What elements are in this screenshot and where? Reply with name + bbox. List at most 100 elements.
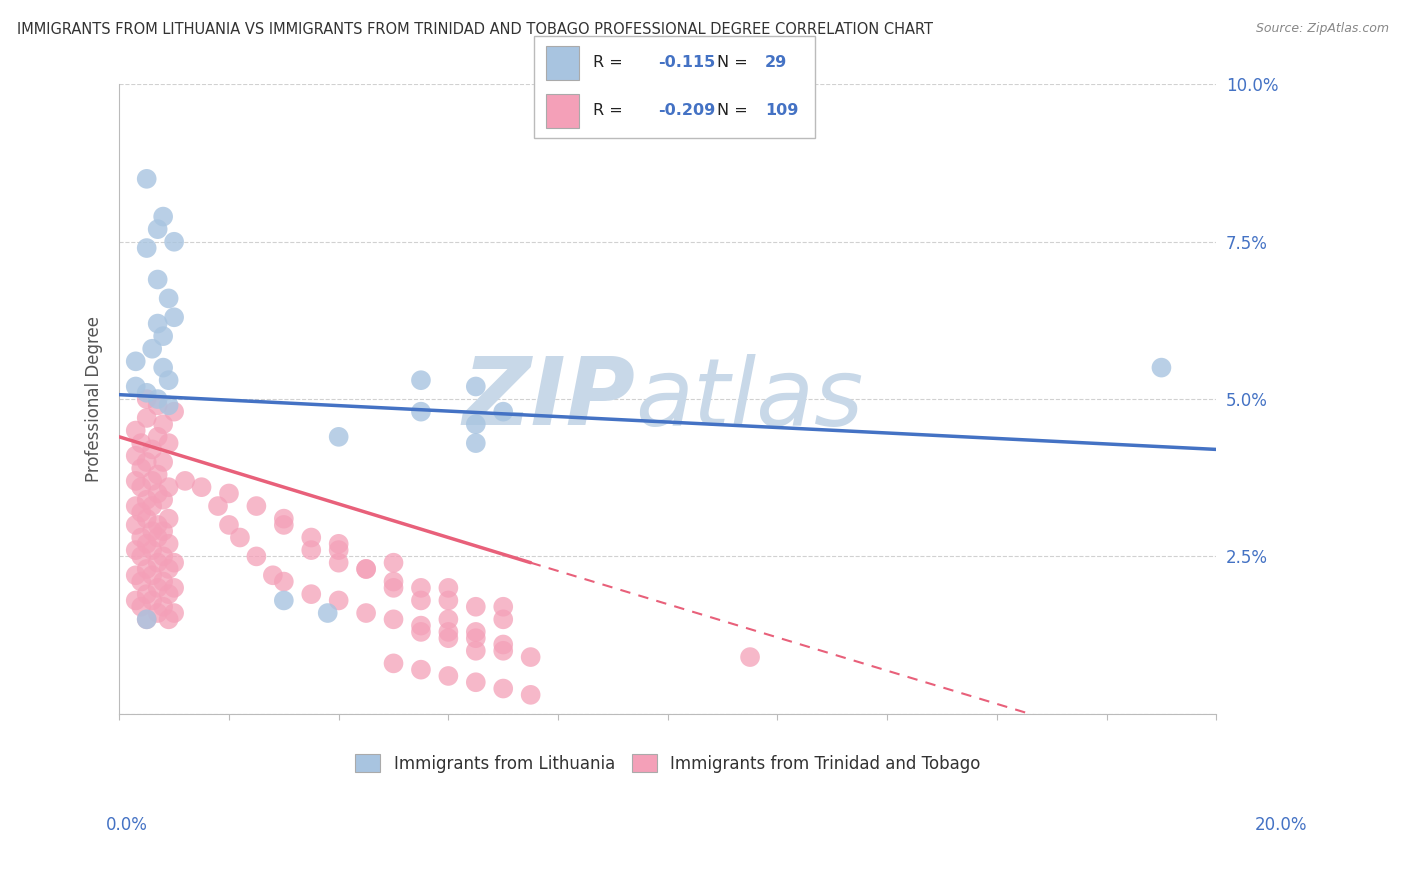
Point (135, 171, 157, 186)
Point (273, 593, 295, 607)
Point (141, 524, 163, 539)
Point (382, 581, 405, 595)
Point (141, 442, 163, 457)
Point (245, 549, 267, 564)
Point (129, 531, 152, 545)
Point (129, 549, 152, 564)
Point (152, 417, 174, 432)
Point (163, 556, 186, 570)
Point (218, 486, 240, 500)
Text: -0.115: -0.115 (658, 54, 716, 70)
Point (328, 537, 350, 551)
Point (146, 272, 169, 286)
Point (152, 360, 174, 375)
Point (135, 612, 157, 626)
Point (519, 688, 541, 702)
Point (125, 354, 148, 368)
Point (190, 480, 212, 494)
Point (492, 599, 515, 614)
Text: -0.209: -0.209 (658, 103, 716, 118)
Point (157, 373, 180, 387)
Point (409, 663, 432, 677)
Point (328, 543, 350, 558)
Text: R =: R = (593, 54, 623, 70)
Point (738, 650, 761, 665)
Point (437, 612, 460, 626)
Point (157, 562, 180, 576)
Point (152, 210, 174, 224)
Y-axis label: Professional Degree: Professional Degree (86, 316, 103, 482)
Point (245, 499, 267, 513)
Text: IMMIGRANTS FROM LITHUANIA VS IMMIGRANTS FROM TRINIDAD AND TOBAGO PROFESSIONAL DE: IMMIGRANTS FROM LITHUANIA VS IMMIGRANTS … (17, 22, 932, 37)
Point (157, 587, 180, 601)
Point (146, 486, 169, 500)
Point (492, 644, 515, 658)
FancyBboxPatch shape (546, 46, 579, 79)
Point (146, 467, 169, 482)
Point (135, 492, 157, 507)
Point (135, 537, 157, 551)
Point (207, 499, 229, 513)
Point (163, 606, 186, 620)
Point (135, 455, 157, 469)
Point (328, 430, 350, 444)
Point (152, 455, 174, 469)
Point (409, 581, 432, 595)
Point (129, 436, 152, 450)
Point (437, 631, 460, 645)
Point (157, 480, 180, 494)
Point (141, 499, 163, 513)
Point (218, 517, 240, 532)
Point (125, 568, 148, 582)
Point (437, 669, 460, 683)
Point (125, 424, 148, 438)
Point (146, 531, 169, 545)
Point (163, 405, 186, 419)
Point (382, 612, 405, 626)
Point (157, 537, 180, 551)
Text: 20.0%: 20.0% (1256, 816, 1308, 834)
Point (492, 681, 515, 696)
Text: 109: 109 (765, 103, 799, 118)
Text: 0.0%: 0.0% (105, 816, 148, 834)
Point (382, 556, 405, 570)
Point (152, 599, 174, 614)
Point (152, 549, 174, 564)
Point (146, 317, 169, 331)
Point (492, 638, 515, 652)
Point (135, 411, 157, 425)
Point (229, 531, 252, 545)
Point (492, 612, 515, 626)
Point (157, 511, 180, 525)
Point (135, 511, 157, 525)
Point (129, 599, 152, 614)
Point (125, 379, 148, 393)
Point (437, 581, 460, 595)
Point (125, 593, 148, 607)
Point (354, 562, 377, 576)
Point (135, 587, 157, 601)
Point (464, 631, 486, 645)
Point (146, 398, 169, 412)
FancyBboxPatch shape (534, 36, 815, 138)
Point (152, 524, 174, 539)
Text: 29: 29 (765, 54, 787, 70)
Point (273, 574, 295, 589)
Point (299, 587, 322, 601)
Point (464, 644, 486, 658)
Point (146, 556, 169, 570)
Point (262, 568, 284, 582)
Point (125, 449, 148, 463)
Point (125, 517, 148, 532)
Point (152, 492, 174, 507)
Point (141, 543, 163, 558)
Point (299, 543, 322, 558)
Point (409, 405, 432, 419)
Text: R =: R = (593, 103, 623, 118)
Point (519, 650, 541, 665)
Point (437, 593, 460, 607)
Point (174, 474, 197, 488)
Point (157, 398, 180, 412)
Point (492, 405, 515, 419)
Point (129, 461, 152, 475)
